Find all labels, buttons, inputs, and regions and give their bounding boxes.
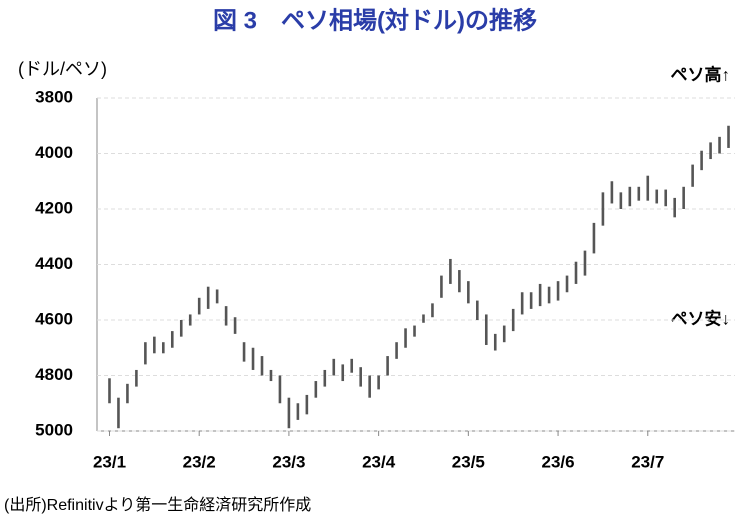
range-bar <box>162 342 165 354</box>
range-bar <box>556 281 560 301</box>
range-bar <box>529 292 533 309</box>
range-bar <box>359 367 362 387</box>
y-tick-label: 4400 <box>35 254 73 273</box>
range-bar <box>583 250 587 276</box>
range-bar <box>449 258 452 284</box>
range-bar <box>386 356 389 376</box>
annotation: ペソ高↑ <box>671 64 731 84</box>
range-bar <box>323 369 327 387</box>
range-bar <box>251 347 255 370</box>
range-bar <box>188 314 192 326</box>
range-bar <box>296 403 300 420</box>
range-bar <box>260 356 264 376</box>
range-bar <box>493 333 497 351</box>
range-bar <box>144 342 147 365</box>
y-axis-label: (ドル/ペソ) <box>18 59 107 79</box>
range-bar <box>305 394 309 415</box>
y-tick-label: 4800 <box>35 365 73 384</box>
range-bar <box>422 314 425 323</box>
range-bar <box>440 275 443 298</box>
x-tick-label: 23/2 <box>183 452 216 471</box>
range-bar <box>170 331 174 348</box>
range-bar <box>242 342 246 362</box>
range-bar <box>520 292 524 315</box>
x-tick-label: 23/7 <box>631 452 664 471</box>
range-bar <box>341 364 345 382</box>
y-tick-label: 3800 <box>35 87 73 106</box>
range-bar <box>637 186 641 201</box>
range-bar <box>233 317 237 334</box>
range-bar <box>484 314 488 345</box>
range-bar <box>565 275 569 293</box>
range-bar <box>476 300 479 320</box>
range-bar <box>718 136 721 154</box>
range-bar <box>153 336 156 354</box>
range-bar <box>332 358 336 376</box>
y-tick-label: 5000 <box>35 420 73 439</box>
range-bar <box>431 303 434 318</box>
range-bar <box>108 378 111 404</box>
range-bar <box>395 342 398 359</box>
range-bar <box>709 142 712 160</box>
range-bar <box>682 186 685 209</box>
range-bar <box>727 125 730 148</box>
range-bar <box>224 306 228 326</box>
range-bar <box>574 261 578 284</box>
range-bar <box>197 297 201 315</box>
y-tick-label: 4600 <box>35 309 73 328</box>
range-bar <box>206 286 210 309</box>
range-bar <box>126 383 129 404</box>
range-bar <box>700 150 703 171</box>
range-bar <box>628 186 632 207</box>
range-bar <box>377 375 380 390</box>
range-bar <box>467 281 470 304</box>
range-bar <box>314 381 318 398</box>
range-bar <box>179 320 183 337</box>
range-bar <box>511 308 515 332</box>
annotation: ペソ安↓ <box>671 308 731 328</box>
range-bar <box>413 325 416 337</box>
range-bar <box>619 192 623 209</box>
range-bar <box>269 369 273 382</box>
range-bar <box>458 270 461 293</box>
range-bar <box>610 181 614 204</box>
range-bar <box>287 397 291 429</box>
chart-title: 図 3 ペソ相場(対ドル)の推移 <box>213 7 537 34</box>
y-tick-label: 4000 <box>35 143 73 162</box>
x-tick-label: 23/1 <box>93 452 126 471</box>
range-bar <box>117 397 120 429</box>
range-bar <box>547 286 551 304</box>
range-bar <box>502 325 506 343</box>
x-tick-label: 23/6 <box>542 452 575 471</box>
range-bar <box>673 197 676 218</box>
x-tick-label: 23/4 <box>362 452 396 471</box>
range-bar <box>592 222 596 254</box>
x-tick-label: 23/5 <box>452 452 485 471</box>
range-bar <box>368 375 371 398</box>
source-note: (出所)Refinitivより第一生命経済研究所作成 <box>4 496 311 514</box>
range-bar <box>404 328 407 348</box>
range-bar <box>664 189 668 207</box>
range-bar <box>278 375 282 404</box>
range-bar <box>135 369 138 387</box>
range-bar <box>646 175 650 201</box>
range-bar <box>215 289 219 304</box>
x-tick-label: 23/3 <box>272 452 305 471</box>
range-bar <box>538 283 542 307</box>
range-bar <box>691 164 694 187</box>
range-bar <box>601 192 605 226</box>
range-bar <box>655 189 659 204</box>
range-bar <box>350 358 354 373</box>
y-tick-label: 4200 <box>35 198 73 217</box>
